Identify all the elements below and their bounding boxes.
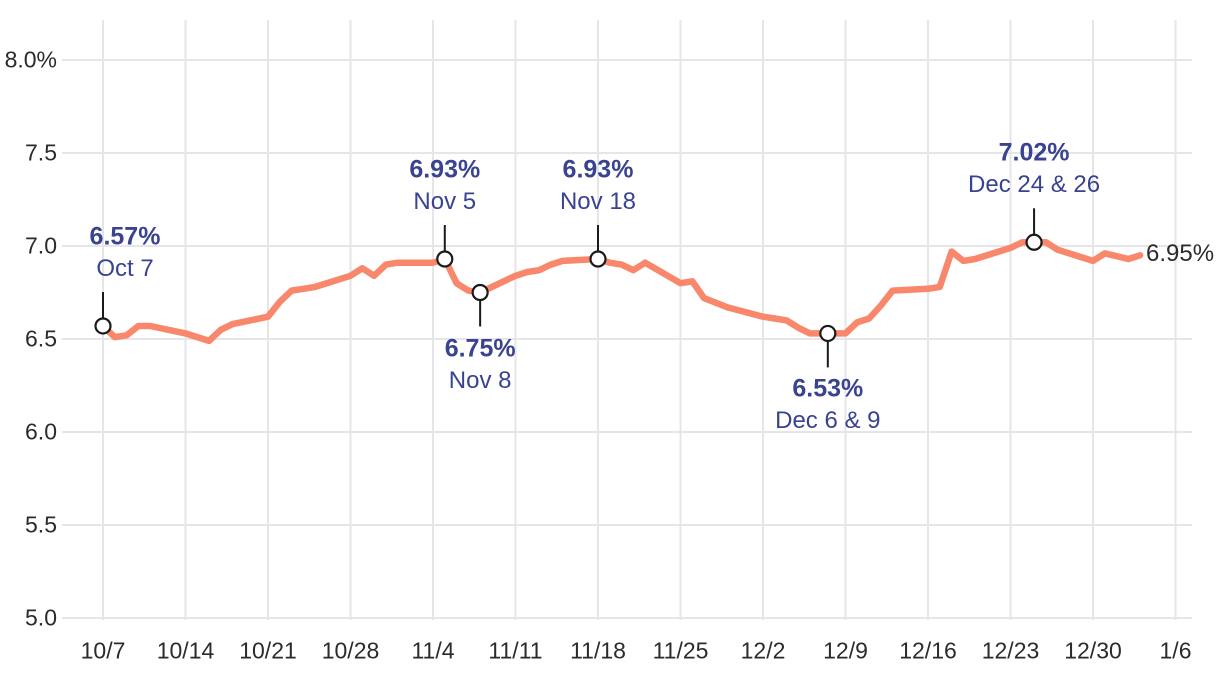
y-axis-label: 5.0 xyxy=(25,604,57,631)
y-axis-label: 5.5 xyxy=(25,511,57,538)
x-axis-label: 10/21 xyxy=(239,637,297,664)
annotation-date-nov-8: Nov 8 xyxy=(448,366,512,394)
x-axis-label: 10/14 xyxy=(156,637,215,664)
current-rate-label: 6.95% xyxy=(1146,240,1215,267)
annotation-value-nov-5: 6.93% xyxy=(409,155,481,184)
x-axis-label: 11/18 xyxy=(570,637,626,664)
annotation-marker-dec-24-26 xyxy=(1025,233,1043,251)
annotation-value-nov-18: 6.93% xyxy=(562,155,634,184)
annotation-marker-nov-18 xyxy=(589,250,607,268)
annotation-value-dec-6-9: 6.53% xyxy=(792,374,864,403)
annotation-marker-oct-7 xyxy=(94,317,112,335)
y-axis-label: 7.5 xyxy=(25,139,57,166)
annotation-date-nov-18: Nov 18 xyxy=(559,188,637,216)
x-axis-label: 12/23 xyxy=(981,637,1040,664)
annotation-marker-nov-8 xyxy=(471,283,489,302)
x-axis-label: 11/4 xyxy=(411,637,455,664)
annotation-date-nov-5: Nov 5 xyxy=(413,188,477,216)
x-axis-label: 12/2 xyxy=(740,637,786,664)
annotation-date-oct-7: Oct 7 xyxy=(96,254,154,282)
x-axis-label: 10/7 xyxy=(80,637,126,664)
x-axis-label: 11/11 xyxy=(488,637,543,664)
annotation-date-dec-24-26: Dec 24 & 26 xyxy=(968,171,1101,199)
annotation-value-oct-7: 6.57% xyxy=(89,222,161,251)
y-axis-label: 7.0 xyxy=(25,232,57,259)
annotation-value-nov-8: 6.75% xyxy=(444,334,516,362)
x-axis-label: 11/25 xyxy=(652,637,709,664)
y-axis-label: 6.0 xyxy=(25,418,57,445)
annotation-marker-dec-6-9 xyxy=(819,324,837,343)
y-axis-label: 8.0% xyxy=(4,46,57,73)
x-axis-label: 12/9 xyxy=(823,637,868,664)
annotation-date-dec-6-9: Dec 6 & 9 xyxy=(775,407,881,435)
x-axis-label: 12/30 xyxy=(1064,637,1122,664)
annotation-value-dec-24-26: 7.02% xyxy=(998,138,1070,167)
x-axis-label: 12/16 xyxy=(899,637,957,664)
annotation-marker-nov-5 xyxy=(436,250,454,268)
y-axis-label: 6.5 xyxy=(25,325,57,352)
rate-line xyxy=(99,239,1144,345)
x-axis-label: 10/28 xyxy=(321,637,380,664)
x-axis-label: 1/6 xyxy=(1159,637,1192,664)
